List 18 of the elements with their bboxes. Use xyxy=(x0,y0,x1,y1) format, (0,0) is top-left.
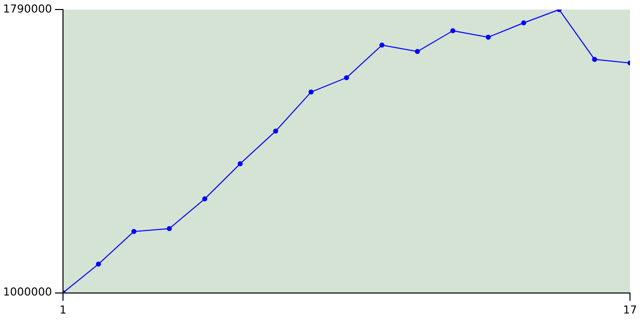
point xyxy=(308,90,314,95)
point xyxy=(202,196,208,202)
y-tick-label: 1790000 xyxy=(2,2,52,16)
point xyxy=(166,226,172,232)
x-tick-label: 1 xyxy=(59,303,66,316)
point xyxy=(96,262,101,267)
point xyxy=(521,20,526,26)
point xyxy=(592,56,598,62)
point xyxy=(131,229,136,234)
point xyxy=(379,42,384,48)
point xyxy=(414,49,420,54)
y-tick-label: 1000000 xyxy=(2,286,52,299)
point xyxy=(450,28,456,34)
point xyxy=(238,161,243,166)
point xyxy=(344,75,349,80)
x-tick-label: 17 xyxy=(623,303,637,316)
point xyxy=(273,128,278,134)
point xyxy=(486,34,491,40)
